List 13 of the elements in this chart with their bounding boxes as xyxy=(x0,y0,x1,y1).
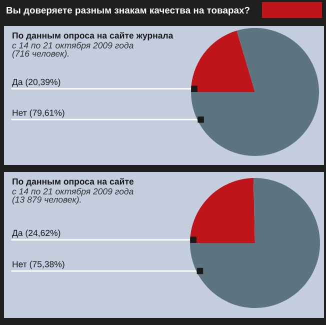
slice-label: Да (24,62%) xyxy=(12,230,60,238)
slice-label: Да (20,39%) xyxy=(12,78,60,87)
pie-slice xyxy=(190,178,320,308)
text: с 14 по 21 октября 2009 года (13 879 человек). xyxy=(12,188,134,204)
chart-subtitle: По данным опроса на сайте xyxy=(12,178,134,186)
slice-label: Нет (79,61%) xyxy=(12,109,64,118)
pie-slice xyxy=(190,178,255,243)
chart-subtitle: По данным опроса на сайте журнала xyxy=(12,32,174,40)
slice-label: Нет (75,38%) xyxy=(12,260,64,270)
pie-slice xyxy=(191,30,255,92)
text: с 14 по 21 октября 2009 года (716 человек). xyxy=(12,42,134,58)
pie-slice xyxy=(191,28,319,156)
chart-title: Вы доверяете разным знакам качества на товарах? xyxy=(6,6,250,16)
